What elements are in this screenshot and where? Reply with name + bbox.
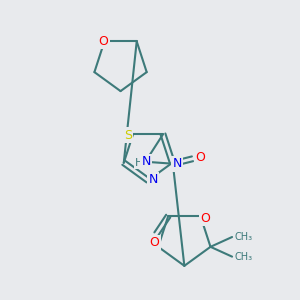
Text: O: O: [149, 236, 159, 249]
Text: H: H: [135, 158, 144, 168]
Text: O: O: [195, 151, 205, 164]
Text: N: N: [148, 173, 158, 186]
Text: N: N: [142, 155, 151, 168]
Text: CH₃: CH₃: [234, 252, 252, 262]
Text: O: O: [98, 35, 108, 48]
Text: S: S: [124, 129, 132, 142]
Text: CH₃: CH₃: [234, 232, 252, 242]
Text: O: O: [200, 212, 210, 225]
Text: N: N: [172, 157, 182, 170]
